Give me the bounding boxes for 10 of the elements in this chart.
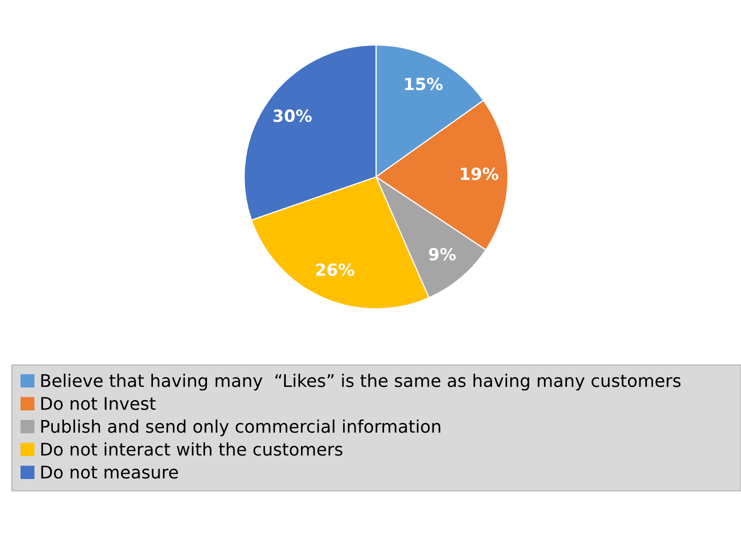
legend-label: Do not interact with the customers [41, 442, 342, 456]
data-label: 26% [316, 263, 354, 276]
legend-label: Believe that having many “Likes” is the same as having many customers [41, 374, 681, 390]
legend-label: Do not measure [41, 466, 178, 479]
data-label: 19% [460, 167, 498, 180]
data-label: 15% [405, 78, 443, 90]
legend-label: Publish and send only commercial information [41, 419, 440, 436]
data-label: 30% [273, 109, 312, 122]
legend-label: Do not Invest [41, 397, 156, 410]
data-label: 9% [428, 248, 456, 261]
